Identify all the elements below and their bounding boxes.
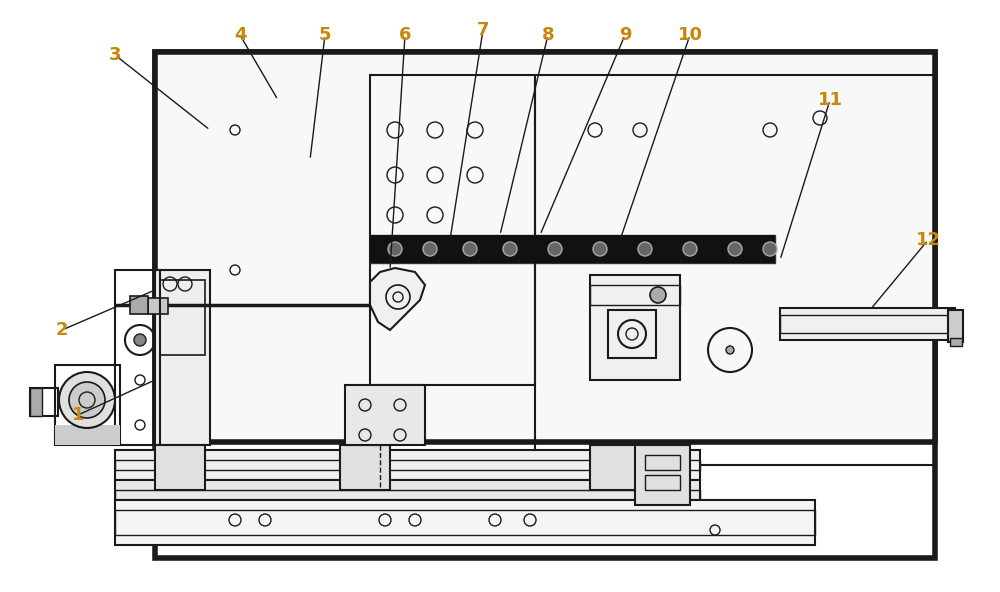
Bar <box>270 220 292 268</box>
Bar <box>370 75 535 385</box>
Circle shape <box>650 287 666 303</box>
Bar <box>370 235 775 263</box>
Circle shape <box>134 334 146 346</box>
Circle shape <box>423 242 437 256</box>
Bar <box>302 105 324 153</box>
Text: 7: 7 <box>477 21 489 39</box>
Bar <box>155 270 210 445</box>
Bar <box>115 480 700 500</box>
Circle shape <box>593 242 607 256</box>
Bar <box>302 160 324 208</box>
Bar <box>370 235 775 263</box>
Bar <box>115 450 700 480</box>
Bar <box>55 365 120 445</box>
Bar <box>115 270 160 445</box>
Circle shape <box>763 242 777 256</box>
Bar <box>155 52 935 558</box>
Bar <box>160 280 205 355</box>
Text: 2: 2 <box>56 321 68 339</box>
Bar <box>115 460 700 470</box>
Bar <box>115 500 815 545</box>
Circle shape <box>638 242 652 256</box>
Circle shape <box>463 242 477 256</box>
Bar <box>590 285 680 305</box>
Bar <box>210 75 368 385</box>
Circle shape <box>69 382 105 418</box>
Bar <box>635 445 690 505</box>
Bar <box>155 52 935 442</box>
Bar <box>780 308 955 340</box>
Circle shape <box>388 242 402 256</box>
Bar <box>270 160 292 208</box>
Text: 8: 8 <box>542 26 554 44</box>
Text: 6: 6 <box>399 26 411 44</box>
Text: 11: 11 <box>817 91 842 109</box>
Bar <box>115 490 700 500</box>
Bar <box>115 510 815 535</box>
Bar <box>155 445 205 490</box>
Text: 5: 5 <box>319 26 331 44</box>
Bar <box>608 310 656 358</box>
Text: 4: 4 <box>234 26 246 44</box>
Bar <box>30 388 42 416</box>
Bar <box>30 388 58 416</box>
Bar <box>948 310 963 342</box>
Bar <box>645 475 680 490</box>
Bar <box>302 220 324 268</box>
Circle shape <box>548 242 562 256</box>
Bar <box>645 455 680 470</box>
Text: 1: 1 <box>72 406 84 424</box>
Bar <box>130 296 148 314</box>
Circle shape <box>683 242 697 256</box>
Bar <box>155 52 935 442</box>
Circle shape <box>726 346 734 354</box>
Circle shape <box>728 242 742 256</box>
Bar <box>535 75 935 465</box>
Polygon shape <box>370 268 425 330</box>
Circle shape <box>59 372 115 428</box>
Bar <box>780 315 955 333</box>
Bar <box>590 275 680 380</box>
Bar <box>590 445 640 490</box>
Text: 3: 3 <box>109 46 121 64</box>
Bar <box>148 298 168 314</box>
Bar <box>340 445 390 490</box>
Bar <box>255 75 355 385</box>
Bar <box>55 425 120 445</box>
Bar <box>950 338 962 346</box>
Text: 10: 10 <box>678 26 702 44</box>
Bar <box>270 105 292 153</box>
Circle shape <box>503 242 517 256</box>
Bar <box>345 385 425 445</box>
Text: 12: 12 <box>915 231 940 249</box>
Text: 9: 9 <box>619 26 631 44</box>
Bar <box>155 273 215 295</box>
